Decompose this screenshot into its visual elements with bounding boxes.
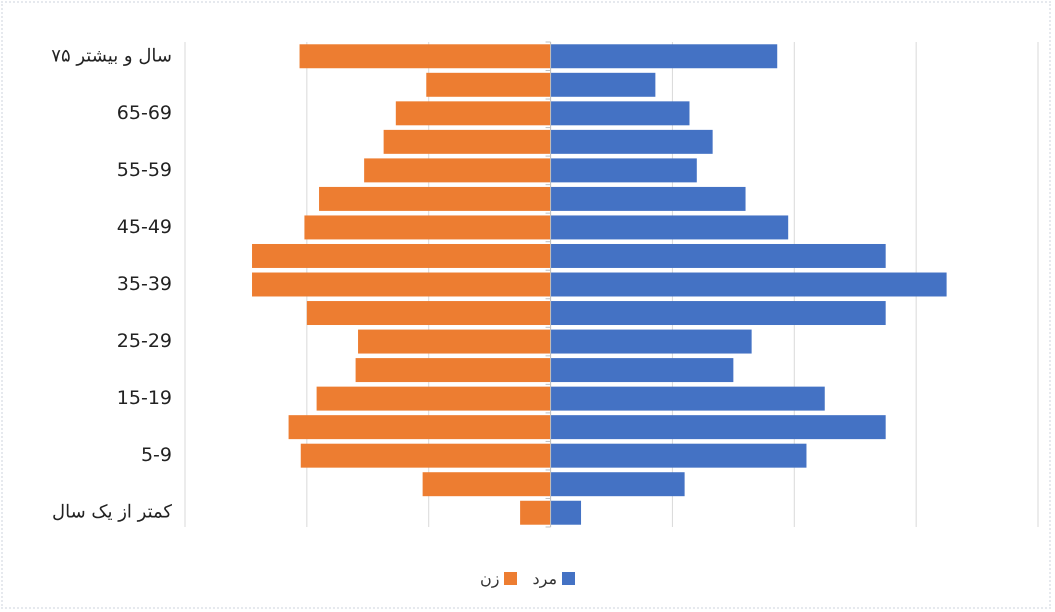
category-labels: کمتر از یک سال 5-9 15-19 25-29 35-39 45-49 55-… [51,45,172,522]
female-bar [355,358,551,383]
legend: مرد زن [0,569,1055,589]
female-bar [299,44,551,69]
female-bar [288,415,551,440]
legend-female: زن [479,569,518,588]
bars [252,44,947,525]
category-label: کمتر از یک سال [52,502,172,523]
category-label: 55-59 [117,159,172,181]
category-label: ۷۵ سال و بیشتر [51,45,172,66]
male-bar [550,301,886,326]
male-bar [550,443,807,468]
male-bar [550,186,746,211]
legend-male: مرد [533,569,576,588]
legend-female-label: زن [479,569,500,588]
female-bar [300,443,551,468]
female-bar [422,472,551,497]
male-bar [550,44,778,69]
male-bar [550,329,752,354]
female-bar [426,72,551,97]
female-bar [306,301,551,326]
male-bar [550,358,734,383]
male-bar [550,415,886,440]
female-bar [252,272,551,297]
category-axis [545,41,552,528]
male-bar [550,500,582,525]
male-bar [550,272,947,297]
category-label: 25-29 [117,330,172,352]
legend-male-label: مرد [532,569,558,588]
legend-female-swatch [504,572,518,585]
category-label: 15-19 [117,387,172,409]
female-bar [304,215,551,240]
female-bar [383,129,551,154]
male-bar [550,472,685,497]
male-bar [550,72,656,97]
female-bar [395,101,551,126]
female-bar [316,386,551,411]
male-bar [550,215,789,240]
legend-male-swatch [562,572,576,585]
category-label: 45-49 [117,216,172,238]
category-label: 35-39 [117,273,172,295]
male-bar [550,243,886,268]
female-bar [252,243,551,268]
female-bar [364,158,551,183]
category-label: 65-69 [117,102,172,124]
male-bar [550,129,713,154]
male-bar [550,386,825,411]
female-bar [520,500,551,525]
male-bar [550,101,690,126]
male-bar [550,158,697,183]
female-bar [319,186,551,211]
female-bar [358,329,551,354]
category-label: 5-9 [141,444,172,466]
